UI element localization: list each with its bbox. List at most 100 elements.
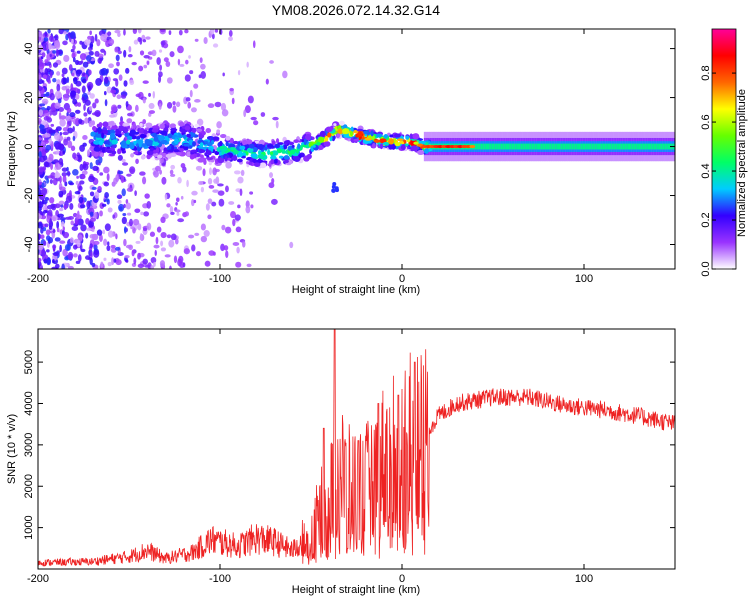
heatmap-noise-cell xyxy=(47,79,51,84)
heatmap-ridge-cell xyxy=(388,143,394,150)
snr-series-line xyxy=(38,329,675,567)
heatmap-noise-cell xyxy=(160,240,164,247)
heatmap-noise-cell xyxy=(214,29,219,33)
heatmap-noise-cell xyxy=(42,74,48,80)
heatmap-noise-cell xyxy=(143,54,150,59)
heatmap-ridge-cell xyxy=(293,139,300,143)
heatmap-noise-cell xyxy=(39,155,46,163)
heatmap-noise-cell xyxy=(107,261,112,267)
heatmap-ridge-cell xyxy=(179,121,185,127)
heatmap-noise-cell xyxy=(43,240,47,246)
heatmap-band-cell xyxy=(562,143,565,150)
heatmap-ridge-cell xyxy=(207,142,213,147)
heatmap-ridge-cell xyxy=(219,145,225,150)
heatmap-noise-cell xyxy=(123,80,128,87)
heatmap-noise-cell xyxy=(72,244,78,250)
heatmap-noise-cell xyxy=(122,162,129,166)
heatmap-noise-cell xyxy=(46,106,51,111)
heatmap-ridge-cell xyxy=(270,158,275,165)
heatmap-noise-cell xyxy=(92,102,97,109)
heatmap-noise-cell xyxy=(231,97,235,105)
heatmap-noise-cell xyxy=(237,176,244,184)
heatmap-noise-cell xyxy=(148,110,156,114)
heatmap-noise-cell xyxy=(149,231,156,237)
heatmap-ridge-cell xyxy=(270,155,277,160)
heatmap-noise-cell xyxy=(48,225,53,230)
heatmap-noise-cell xyxy=(200,186,205,193)
heatmap-noise-cell xyxy=(60,203,64,208)
heatmap-noise-cell xyxy=(89,257,93,265)
heatmap-ridge-cell xyxy=(338,120,345,126)
heatmap-ridge-cell xyxy=(373,139,381,143)
heatmap-noise-cell xyxy=(72,57,76,63)
heatmap-band-cell xyxy=(647,143,650,150)
heatmap-noise-cell xyxy=(193,83,199,89)
heatmap-noise-cell xyxy=(103,91,107,96)
heatmap-band-cell xyxy=(558,143,561,150)
heatmap-ridge-cell xyxy=(130,153,135,158)
heatmap-noise-cell xyxy=(164,254,171,258)
heatmap-noise-cell xyxy=(38,243,44,251)
heatmap-noise-cell xyxy=(78,118,83,125)
heatmap-ridge-cell xyxy=(206,150,212,156)
heatmap-noise-cell xyxy=(85,74,89,82)
heatmap-band-cell xyxy=(507,143,510,150)
heatmap-ridge-cell xyxy=(305,133,312,141)
heatmap-ridge-cell xyxy=(132,122,137,130)
heatmap-noise-cell xyxy=(202,168,206,177)
heatmap-noise-cell xyxy=(228,36,233,42)
heatmap-ridge-cell xyxy=(192,127,197,134)
heatmap-noise-cell xyxy=(38,214,43,219)
heatmap-noise-cell xyxy=(123,203,126,209)
heatmap-band-cell xyxy=(627,143,630,150)
heatmap-noise-cell xyxy=(68,190,72,198)
heatmap-noise-cell xyxy=(39,103,46,107)
heatmap-noise-cell xyxy=(200,235,207,243)
heatmap-noise-cell xyxy=(177,218,185,223)
heatmap-noise-cell xyxy=(134,190,137,197)
heatmap-noise-cell xyxy=(166,77,173,84)
heatmap-ridge-cell xyxy=(212,136,220,141)
heatmap-ridge-cell xyxy=(278,155,284,159)
heatmap-noise-cell xyxy=(128,45,132,53)
heatmap-noise-cell xyxy=(117,32,121,38)
heatmap-noise-cell xyxy=(153,261,156,267)
heatmap-ridge-cell xyxy=(101,147,106,153)
heatmap-band-cell xyxy=(483,143,487,150)
heatmap-noise-cell xyxy=(134,208,141,213)
heatmap-noise-cell xyxy=(204,260,211,267)
heatmap-noise-cell xyxy=(113,258,117,263)
heatmap-noise-cell xyxy=(110,244,116,249)
heatmap-noise-cell xyxy=(132,29,138,34)
heatmap-noise-cell xyxy=(52,50,57,54)
heatmap-noise-cell xyxy=(211,33,215,40)
heatmap-noise-cell xyxy=(66,166,69,172)
heatmap-noise-cell xyxy=(58,200,65,205)
heatmap-noise-cell xyxy=(38,85,43,92)
heatmap-noise-cell xyxy=(39,62,44,67)
heatmap-noise-cell xyxy=(106,173,110,182)
heatmap-ridge-cell xyxy=(253,162,261,167)
heatmap-noise-cell xyxy=(107,207,113,213)
heatmap-noise-cell xyxy=(78,185,83,191)
heatmap-noise-cell xyxy=(106,68,109,74)
heatmap-noise-cell xyxy=(139,171,146,176)
snr-chart: -200 -100 0 100 1000 2000 3000 4000 5000 Height … xyxy=(6,328,676,596)
heatmap-band-cell xyxy=(600,143,603,150)
heatmap-noise-cell xyxy=(40,234,45,240)
heatmap-noise-cell xyxy=(239,188,243,197)
heatmap-noise-cell xyxy=(103,257,107,261)
heatmap-ridge-cell xyxy=(90,131,96,137)
heatmap-noise-cell xyxy=(52,62,59,68)
heatmap-noise-cell xyxy=(207,198,213,204)
heatmap-noise-cell xyxy=(67,265,74,269)
heatmap-noise-cell xyxy=(103,238,108,247)
heatmap-ridge-cell xyxy=(410,145,418,152)
heatmap-band-cell xyxy=(474,143,477,150)
heatmap-noise-cell xyxy=(38,137,43,141)
heatmap-noise-cell xyxy=(252,40,256,49)
heatmap-band-cell xyxy=(584,143,587,150)
heatmap-noise-cell xyxy=(55,50,60,57)
heatmap-band-cell xyxy=(478,143,481,150)
heatmap-band-cell xyxy=(538,143,541,150)
